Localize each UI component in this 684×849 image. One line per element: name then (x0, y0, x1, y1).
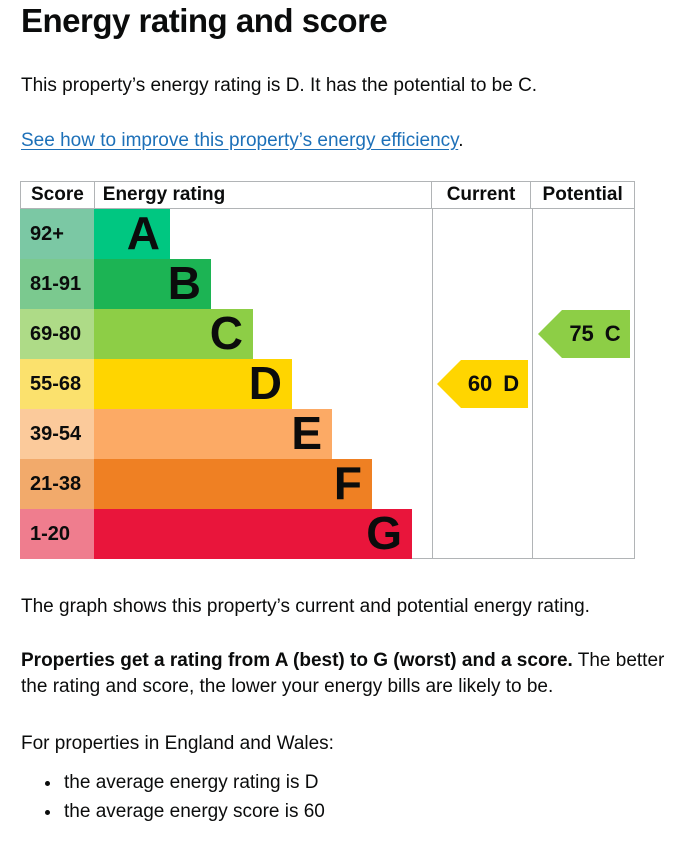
header-current: Current (432, 182, 532, 208)
rating-bar-f: F (94, 459, 372, 509)
score-range-e: 39-54 (20, 409, 94, 459)
graph-caption: The graph shows this property’s current … (21, 596, 590, 617)
rating-explanation-rest: The better the rating and score, the low… (21, 650, 665, 697)
rating-bar-a: A (94, 209, 170, 259)
header-energy-rating: Energy rating (95, 182, 432, 208)
rating-row-b: 81-91 B (20, 259, 635, 309)
rating-rows: 92+ A 81-91 B 69-80 C 55-68 D 39-54 E 21-38 F 1-20 G (20, 209, 635, 559)
list-item-average-score: the average energy score is 60 (62, 799, 325, 825)
score-range-g: 1-20 (20, 509, 94, 559)
current-score-value: 60 (467, 371, 493, 396)
header-score: Score (21, 182, 95, 208)
rating-bar-e: E (94, 409, 332, 459)
average-stats-list: the average energy rating is D the avera… (21, 770, 325, 828)
column-divider-rating-current (432, 209, 433, 559)
energy-rating-chart: Score Energy rating Current Potential 92… (20, 181, 635, 559)
potential-score-value: 75 (569, 321, 594, 346)
rating-row-d: 55-68 D (20, 359, 635, 409)
header-potential: Potential (542, 184, 623, 205)
improve-link-line: See how to improve this property’s energ… (21, 128, 464, 153)
chart-header-row: Score Energy rating Current Potential (20, 181, 635, 209)
score-range-d: 55-68 (20, 359, 94, 409)
page-title: Energy rating and score (21, 2, 388, 39)
rating-explanation-bold: Properties get a rating from A (best) to… (21, 650, 573, 671)
rating-row-e: 39-54 E (20, 409, 635, 459)
score-range-f: 21-38 (20, 459, 94, 509)
rating-bar-c: C (94, 309, 253, 359)
column-divider-current-potential (532, 209, 533, 559)
rating-bar-d: D (94, 359, 292, 409)
rating-explanation: Properties get a rating from A (best) to… (21, 648, 671, 700)
rating-row-c: 69-80 C (20, 309, 635, 359)
list-item-average-rating: the average energy rating is D (62, 770, 325, 796)
rating-row-a: 92+ A (20, 209, 635, 259)
rating-row-f: 21-38 F (20, 459, 635, 509)
potential-rating-marker: 75 C (538, 310, 630, 358)
current-rating-marker: 60 D (437, 360, 528, 408)
table-right-border (634, 209, 635, 559)
rating-bar-g: G (94, 509, 412, 559)
rating-bar-b: B (94, 259, 211, 309)
current-rating-letter: D (503, 371, 520, 396)
rating-row-g: 1-20 G (20, 509, 635, 559)
score-range-a: 92+ (20, 209, 94, 259)
improve-efficiency-link[interactable]: See how to improve this property’s energ… (21, 130, 459, 151)
link-period: . (458, 130, 464, 151)
score-range-c: 69-80 (20, 309, 94, 359)
potential-rating-letter: C (604, 321, 621, 346)
regions-heading: For properties in England and Wales: (21, 733, 334, 754)
rating-summary-text: This property’s energy rating is D. It h… (21, 75, 538, 96)
score-range-b: 81-91 (20, 259, 94, 309)
